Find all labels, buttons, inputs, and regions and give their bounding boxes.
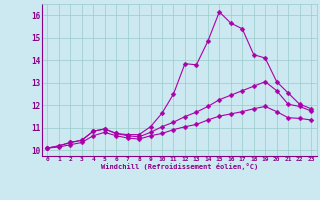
X-axis label: Windchill (Refroidissement éolien,°C): Windchill (Refroidissement éolien,°C)	[100, 163, 258, 170]
